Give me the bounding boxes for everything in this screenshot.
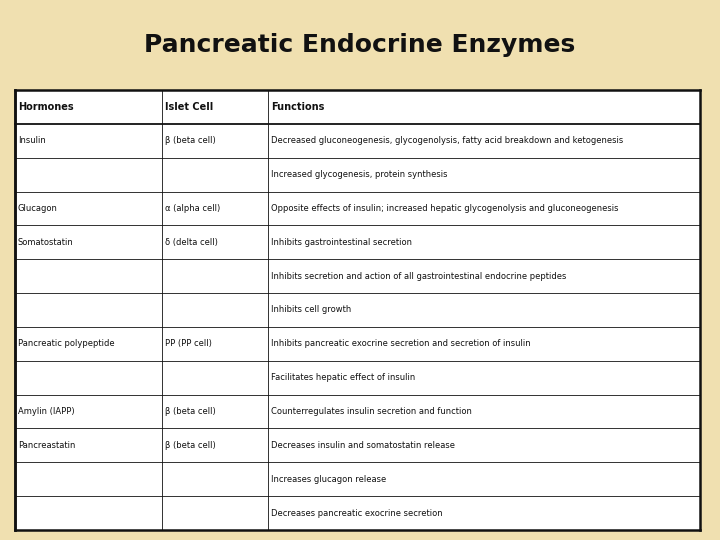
Text: β (beta cell): β (beta cell) — [166, 407, 216, 416]
Text: Inhibits cell growth: Inhibits cell growth — [271, 306, 351, 314]
Bar — [15, 90, 700, 530]
Text: Inhibits secretion and action of all gastrointestinal endocrine peptides: Inhibits secretion and action of all gas… — [271, 272, 567, 281]
Text: Insulin: Insulin — [18, 136, 46, 145]
Text: Increased glycogenesis, protein synthesis: Increased glycogenesis, protein synthesi… — [271, 170, 448, 179]
Text: δ (delta cell): δ (delta cell) — [166, 238, 218, 247]
Text: Facilitates hepatic effect of insulin: Facilitates hepatic effect of insulin — [271, 373, 415, 382]
Text: Counterregulates insulin secretion and function: Counterregulates insulin secretion and f… — [271, 407, 472, 416]
Text: Islet Cell: Islet Cell — [166, 102, 214, 112]
Text: Decreases pancreatic exocrine secretion: Decreases pancreatic exocrine secretion — [271, 509, 443, 517]
Text: Inhibits pancreatic exocrine secretion and secretion of insulin: Inhibits pancreatic exocrine secretion a… — [271, 339, 531, 348]
Text: α (alpha cell): α (alpha cell) — [166, 204, 220, 213]
Text: Decreases insulin and somatostatin release: Decreases insulin and somatostatin relea… — [271, 441, 456, 450]
Text: Amylin (IAPP): Amylin (IAPP) — [18, 407, 75, 416]
Text: Opposite effects of insulin; increased hepatic glycogenolysis and gluconeogenesi: Opposite effects of insulin; increased h… — [271, 204, 619, 213]
Text: Inhibits gastrointestinal secretion: Inhibits gastrointestinal secretion — [271, 238, 413, 247]
Text: Pancreastatin: Pancreastatin — [18, 441, 76, 450]
Text: β (beta cell): β (beta cell) — [166, 136, 216, 145]
Text: Glucagon: Glucagon — [18, 204, 58, 213]
Text: Pancreatic Endocrine Enzymes: Pancreatic Endocrine Enzymes — [145, 33, 575, 57]
Text: Increases glucagon release: Increases glucagon release — [271, 475, 387, 484]
Text: Functions: Functions — [271, 102, 325, 112]
Text: Somatostatin: Somatostatin — [18, 238, 73, 247]
Text: Pancreatic polypeptide: Pancreatic polypeptide — [18, 339, 114, 348]
Text: Hormones: Hormones — [18, 102, 73, 112]
Text: β (beta cell): β (beta cell) — [166, 441, 216, 450]
Text: Decreased gluconeogenesis, glycogenolysis, fatty acid breakdown and ketogenesis: Decreased gluconeogenesis, glycogenolysi… — [271, 136, 624, 145]
Text: PP (PP cell): PP (PP cell) — [166, 339, 212, 348]
